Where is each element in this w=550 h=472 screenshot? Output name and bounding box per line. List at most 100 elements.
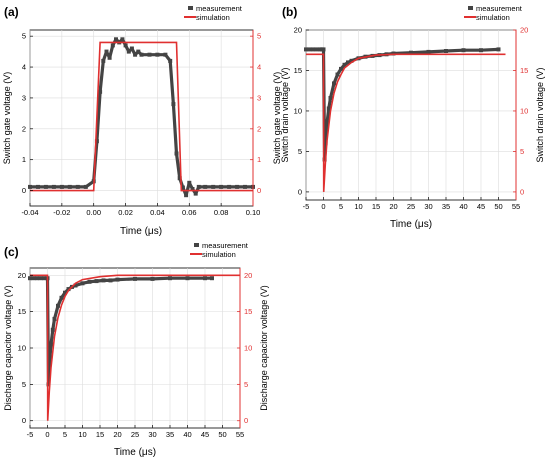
x-tick-label: -0.04 [21, 208, 38, 217]
measurement-point [155, 52, 160, 57]
measurement-point [227, 184, 232, 189]
y-tick-label: 5 [298, 147, 302, 156]
y-tick-label: 5 [22, 32, 26, 41]
measurement-point [36, 184, 40, 189]
measurement-point [56, 303, 60, 308]
measurement-point [177, 176, 182, 181]
x-tick-label: 15 [372, 202, 380, 211]
measurement-point [180, 185, 185, 190]
measurement-point [185, 276, 190, 281]
measurement-point [59, 184, 64, 189]
x-tick-label: -0.02 [53, 208, 70, 217]
y-tick-label: 10 [18, 344, 26, 353]
y-tick-label: 0 [22, 186, 26, 195]
measurement-point [147, 52, 152, 57]
simulation-line [30, 274, 240, 421]
measurement-point [335, 72, 340, 77]
measurement-point [28, 184, 32, 189]
measurement-point [235, 184, 240, 189]
measurement-point [203, 184, 208, 189]
panel-a-letter: (a) [4, 5, 19, 19]
y-tick-label: 5 [22, 380, 26, 389]
y-right-tick-label: 20 [520, 26, 528, 35]
measurement-point [325, 121, 329, 126]
x-tick-label: 0.04 [150, 208, 165, 217]
y-tick-label: 1 [22, 155, 26, 164]
panel-c-letter: (c) [4, 245, 19, 259]
x-tick-label: 50 [218, 430, 226, 439]
panel-b-y-axis-label: Switch drain voltage (V) [280, 67, 290, 162]
x-tick-label: 0 [45, 430, 49, 439]
y-right-tick-label: 3 [257, 93, 261, 102]
panel-b-legend-simulation: simulation [476, 13, 510, 22]
measurement-point [107, 55, 112, 60]
panel-c-y-axis-label-right: Discharge capacitor voltage (V) [259, 285, 269, 411]
panel-b-letter: (b) [282, 5, 297, 19]
measurement-point [323, 141, 328, 146]
y-right-tick-label: 10 [244, 344, 252, 353]
measurement-point [479, 48, 483, 53]
y-right-tick-label: 0 [244, 416, 248, 425]
y-right-tick-label: 0 [257, 186, 261, 195]
panel-a-data [28, 37, 255, 198]
y-tick-label: 20 [18, 271, 26, 280]
measurement-point [50, 327, 55, 332]
panel-b-grid [305, 29, 517, 200]
panel-c-legend-simulation: simulation [202, 250, 236, 259]
panel-c-y-axis-label: Discharge capacitor voltage (V) [3, 285, 13, 411]
y-right-tick-label: 1 [257, 155, 261, 164]
measurement-point [339, 66, 343, 71]
measurement-point [461, 48, 466, 53]
y-right-tick-label: 4 [257, 63, 261, 72]
x-tick-label: 20 [389, 202, 397, 211]
measurement-point [168, 58, 173, 63]
measurement-point [311, 47, 315, 52]
measurement-point [174, 151, 179, 156]
measurement-point [304, 47, 308, 52]
panel-b-data [304, 47, 506, 192]
panel-a: (a) -0.04 -0.02 0.00 0.02 0.04 0.06 0.08 0.10 0… [2, 4, 282, 237]
measurement-trace [30, 276, 212, 386]
x-tick-label: 30 [148, 430, 156, 439]
x-tick-label: 5 [63, 430, 67, 439]
y-tick-label: 4 [22, 63, 26, 72]
panel-a-x-ticks: -0.04 -0.02 0.00 0.02 0.04 0.06 0.08 0.10 [21, 203, 260, 217]
x-tick-label: 0.06 [182, 208, 197, 217]
measurement-point [120, 37, 125, 42]
panel-c-grid [29, 268, 241, 428]
measurement-point [83, 184, 88, 189]
panel-c-y-ticks-right: 0 5 10 15 20 [237, 268, 252, 428]
panel-c-legend-measurement: measurement [202, 241, 249, 250]
x-tick-label: 50 [494, 202, 502, 211]
measurement-point [101, 58, 106, 63]
measurement-point [43, 184, 48, 189]
x-tick-label: 40 [459, 202, 467, 211]
measurement-point [129, 46, 134, 51]
measurement-point [168, 276, 172, 281]
measurement-point [210, 276, 214, 281]
measurement-point [63, 290, 67, 295]
measurement-point [409, 50, 413, 55]
measurement-point [426, 49, 431, 54]
measurement-point [187, 180, 192, 185]
x-tick-label: 40 [183, 430, 191, 439]
measurement-point [314, 47, 319, 52]
measurement-point [133, 276, 137, 281]
panel-b-legend: measurement simulation [464, 4, 523, 22]
panel-b-x-axis-label: Time (μs) [390, 219, 432, 230]
panel-a-legend-measurement-swatch [188, 6, 193, 10]
panel-a-legend: measurement simulation [184, 4, 243, 22]
x-tick-label: 35 [442, 202, 450, 211]
x-tick-label: 45 [201, 430, 209, 439]
measurement-point [67, 184, 72, 189]
measurement-point [349, 58, 354, 63]
x-tick-label: 0.02 [118, 208, 133, 217]
y-right-tick-label: 10 [520, 106, 528, 115]
y-tick-label: 0 [22, 416, 26, 425]
measurement-point [193, 191, 198, 196]
measurement-point [75, 184, 80, 189]
measurement-point [42, 276, 46, 281]
panel-c-y-ticks: 0 5 10 15 20 [18, 271, 33, 425]
panel-a-y-ticks-right: 0 1 2 3 4 5 [250, 30, 261, 206]
